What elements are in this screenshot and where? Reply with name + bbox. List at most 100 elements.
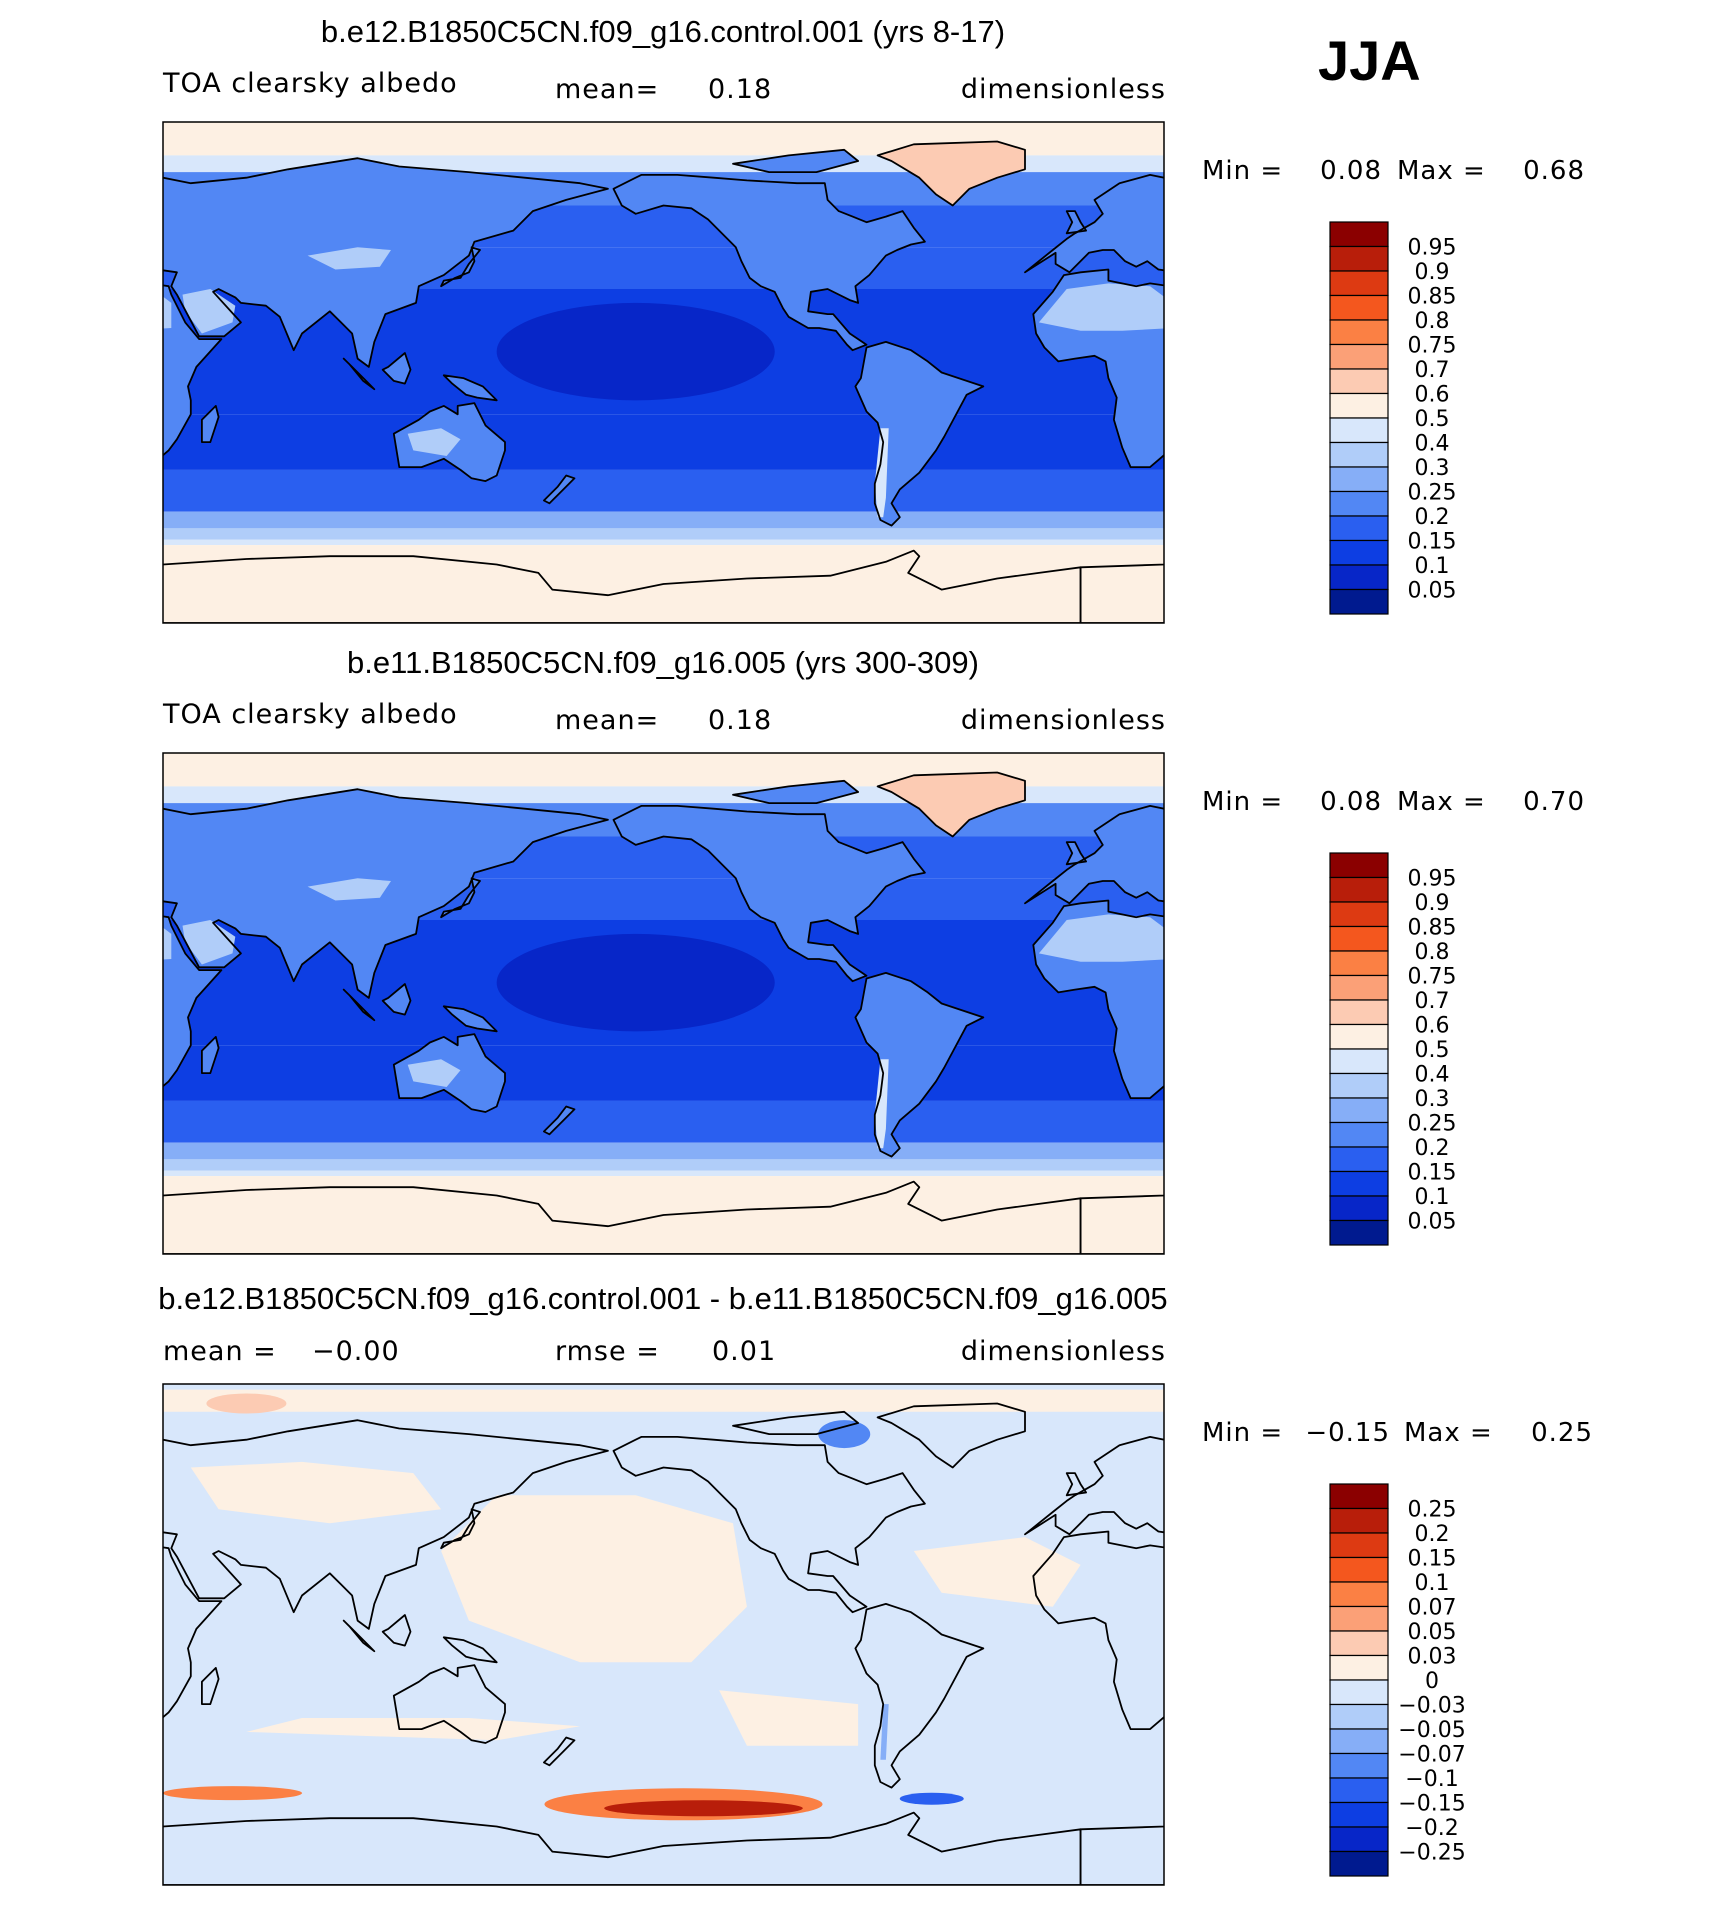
panel-2-min-label: Min = bbox=[1202, 787, 1283, 817]
panel-1-mean-label: mean= bbox=[555, 74, 659, 105]
greenland-ice-gl bbox=[877, 772, 1025, 837]
panel-3-max-label: Max = bbox=[1404, 1418, 1493, 1448]
diff-positive-p4 bbox=[719, 1690, 859, 1746]
coast-samerica bbox=[854, 341, 985, 527]
coast-namerica bbox=[1615, 1437, 1710, 1612]
coast-japan bbox=[440, 877, 481, 919]
panel-2-title: b.e11.B1850C5CN.f09_g16.005 (yrs 300-309… bbox=[347, 645, 979, 680]
colorbar-box bbox=[1329, 1777, 1389, 1804]
land-arctic_is bbox=[733, 149, 859, 173]
coast-borneo bbox=[381, 1614, 412, 1647]
colorbar-box bbox=[1329, 490, 1389, 517]
colorbar-box bbox=[1329, 392, 1389, 419]
panel-2-max-value: 0.70 bbox=[1523, 787, 1585, 817]
diff-positive-p2 bbox=[0, 1537, 80, 1607]
band-s-60 bbox=[163, 1159, 1164, 1171]
colorbar-box bbox=[1329, 1801, 1389, 1828]
coast-newzealand bbox=[1545, 476, 1576, 504]
coast-australia bbox=[1395, 403, 1506, 481]
band-s-ring bbox=[163, 1142, 1164, 1160]
colorbar-box bbox=[1329, 1097, 1389, 1124]
land-newguinea bbox=[443, 375, 497, 401]
panel-1-frame bbox=[162, 121, 1165, 624]
coast-uk bbox=[1065, 841, 1087, 866]
coast-eurasia bbox=[163, 788, 609, 999]
panel-3-mean-label: mean = bbox=[163, 1336, 277, 1367]
coast-sumatra bbox=[342, 357, 376, 391]
colorbar-box bbox=[1329, 1507, 1389, 1534]
colorbar-tick-label: 0.7 bbox=[1415, 358, 1450, 383]
diff-positive-p5 bbox=[1164, 1390, 1710, 1412]
colorbar-box bbox=[1329, 1728, 1389, 1755]
coast-antarctica bbox=[0, 1813, 80, 1885]
coast-africa bbox=[1032, 268, 1164, 468]
coast-eurasia bbox=[163, 157, 609, 368]
colorbar-box bbox=[1329, 1654, 1389, 1681]
panel-1-max-value: 0.68 bbox=[1523, 156, 1585, 186]
colorbar-tick-label: 0.1 bbox=[1415, 554, 1450, 579]
land-madagascar bbox=[1203, 406, 1220, 442]
colorbar-tick-label: 0.05 bbox=[1408, 1620, 1457, 1645]
land-samerica bbox=[855, 972, 984, 1157]
colorbar-box bbox=[1329, 950, 1389, 977]
colorbar-box bbox=[1329, 294, 1389, 321]
andes-negative-an bbox=[880, 1704, 889, 1760]
colorbar-box bbox=[1329, 925, 1389, 952]
land-eurasia bbox=[1025, 174, 1164, 273]
coast-sumatra bbox=[342, 1619, 376, 1653]
band-s-mid bbox=[163, 414, 1164, 470]
coast-madagascar bbox=[1203, 406, 1220, 442]
coast-namerica bbox=[1615, 175, 1710, 350]
colorbar-box bbox=[1329, 564, 1389, 591]
colorbar-tick-label: 0.07 bbox=[1408, 1596, 1457, 1621]
coast-greenland bbox=[876, 1402, 1026, 1469]
colorbar-box bbox=[1329, 343, 1389, 370]
so-pacific-band-core bbox=[604, 1800, 803, 1817]
colorbar-tick-label: 0.4 bbox=[1415, 432, 1450, 457]
coast-namerica bbox=[612, 174, 926, 352]
greenland-ice-gl bbox=[0, 773, 24, 837]
colorbar-tick-label: 0.3 bbox=[1415, 1087, 1450, 1112]
coast-newzealand bbox=[543, 474, 576, 505]
coast-greenland bbox=[0, 773, 24, 837]
colorbar-box bbox=[1329, 1581, 1389, 1608]
land-antarctica bbox=[1080, 1195, 1164, 1254]
colorbar-tick-label: 0.95 bbox=[1408, 236, 1457, 261]
coast-africa bbox=[163, 1546, 223, 1719]
colorbar-tick-label: −0.25 bbox=[1398, 1841, 1465, 1866]
colorbar-tick-label: −0.15 bbox=[1398, 1792, 1465, 1817]
diff-positive-p1 bbox=[1192, 1462, 1442, 1523]
coast-newguinea bbox=[442, 1636, 498, 1664]
band-s-mid bbox=[163, 1045, 1164, 1101]
colorbar-box bbox=[1329, 588, 1389, 615]
hudson-negative bbox=[818, 1420, 871, 1449]
coast-australia bbox=[392, 1033, 506, 1113]
colorbar-box bbox=[1329, 368, 1389, 395]
colorbar-box bbox=[1329, 1072, 1389, 1099]
barents-positive bbox=[206, 1393, 287, 1414]
land-africa bbox=[163, 916, 222, 1087]
panel-1-units: dimensionless bbox=[961, 74, 1166, 105]
desert-arabia bbox=[182, 289, 236, 334]
land-uk bbox=[66, 842, 85, 864]
band-s-ring bbox=[163, 511, 1164, 529]
colorbar-tick-label: 0.75 bbox=[1408, 334, 1457, 359]
antarctic-ice-ant bbox=[1080, 1195, 1164, 1254]
panel-3: b.e12.B1850C5CN.f09_g16.control.001 - b.… bbox=[0, 1281, 1710, 1886]
greenland-ice-gl bbox=[877, 141, 1025, 206]
colorbar-tick-label: −0.2 bbox=[1405, 1816, 1458, 1841]
colorbar-box bbox=[1329, 1146, 1389, 1173]
coast-africa bbox=[163, 915, 223, 1088]
coast-japan bbox=[440, 1508, 481, 1550]
coast-newguinea bbox=[1445, 1006, 1498, 1031]
coast-arctic_is bbox=[732, 1410, 859, 1435]
land-newzealand bbox=[543, 1106, 575, 1135]
panel-3-colorbar: 0.250.20.150.10.070.050.030−0.03−0.05−0.… bbox=[1329, 1483, 1466, 1877]
diff-positive-p1 bbox=[190, 1461, 442, 1524]
desert-ausdes bbox=[407, 428, 461, 456]
colorbar-box bbox=[1329, 1826, 1389, 1853]
panel-3-frame bbox=[162, 1383, 1165, 1886]
land-antarctica bbox=[1080, 564, 1164, 623]
panel-1-colorbar: 0.950.90.850.80.750.70.60.50.40.30.250.2… bbox=[1329, 221, 1457, 615]
colorbar-tick-label: 0.9 bbox=[1415, 260, 1450, 285]
